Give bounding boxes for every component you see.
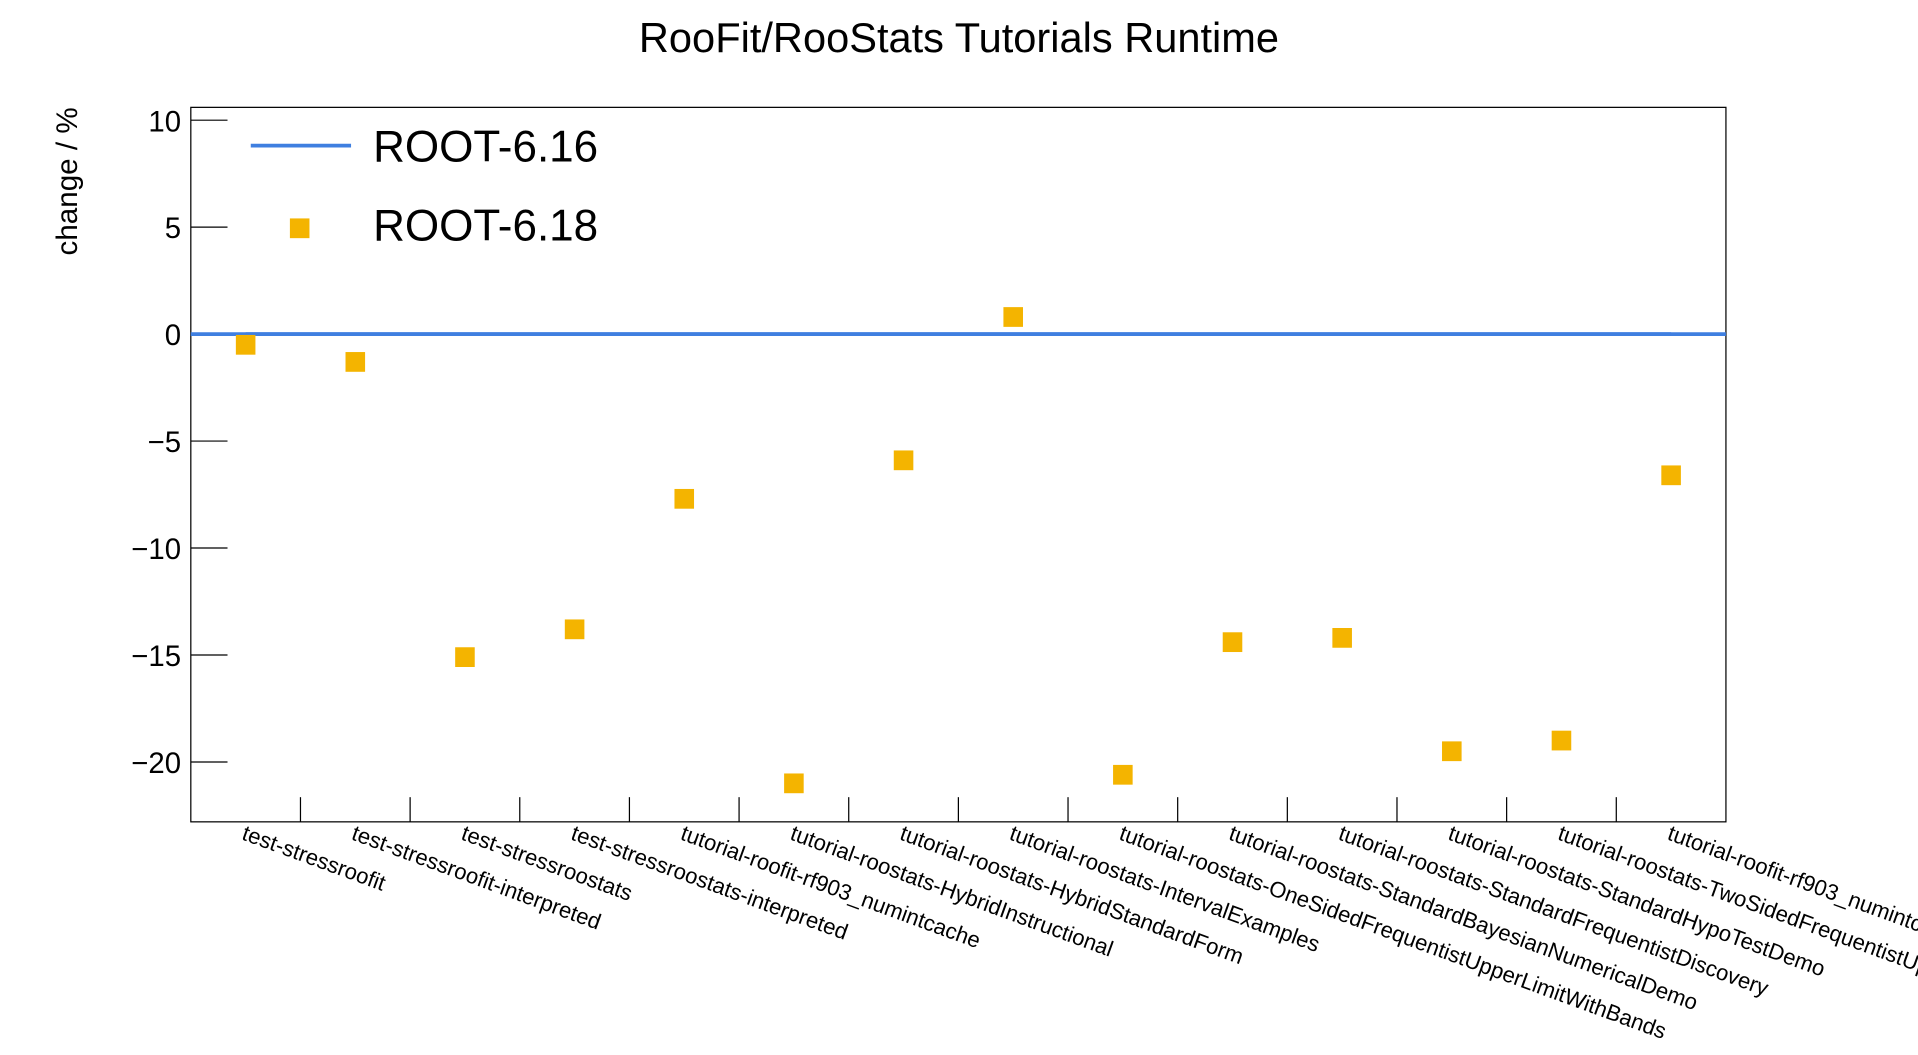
y-tick-label: −20 (131, 747, 181, 780)
marker (1661, 465, 1681, 486)
plot-root: RooFit/RooStats Tutorials Runtime change… (51, 14, 1918, 1044)
marker (674, 488, 695, 509)
marker (564, 619, 585, 640)
legend-label: ROOT-6.18 (373, 201, 598, 250)
legend-label: ROOT-6.16 (373, 122, 598, 171)
marker (345, 352, 366, 372)
y-tick-label: 10 (148, 105, 181, 138)
marker (1222, 632, 1243, 653)
y-axis-label: change / % (51, 107, 84, 255)
y-tick-label: −5 (148, 426, 181, 459)
marker (893, 450, 914, 471)
marker (1442, 741, 1462, 762)
marker (1332, 628, 1352, 648)
marker (784, 773, 804, 794)
y-tick-label: −10 (131, 533, 181, 566)
y-tick-label: −15 (131, 640, 181, 673)
marker (235, 334, 256, 355)
legend-marker (289, 218, 310, 239)
y-tick-label: 5 (165, 212, 181, 245)
chart-title: RooFit/RooStats Tutorials Runtime (639, 14, 1279, 61)
marker (1551, 730, 1572, 751)
y-tick-label: 0 (165, 319, 181, 352)
marker (1113, 764, 1133, 785)
marker (1003, 307, 1023, 327)
marker (455, 647, 475, 667)
